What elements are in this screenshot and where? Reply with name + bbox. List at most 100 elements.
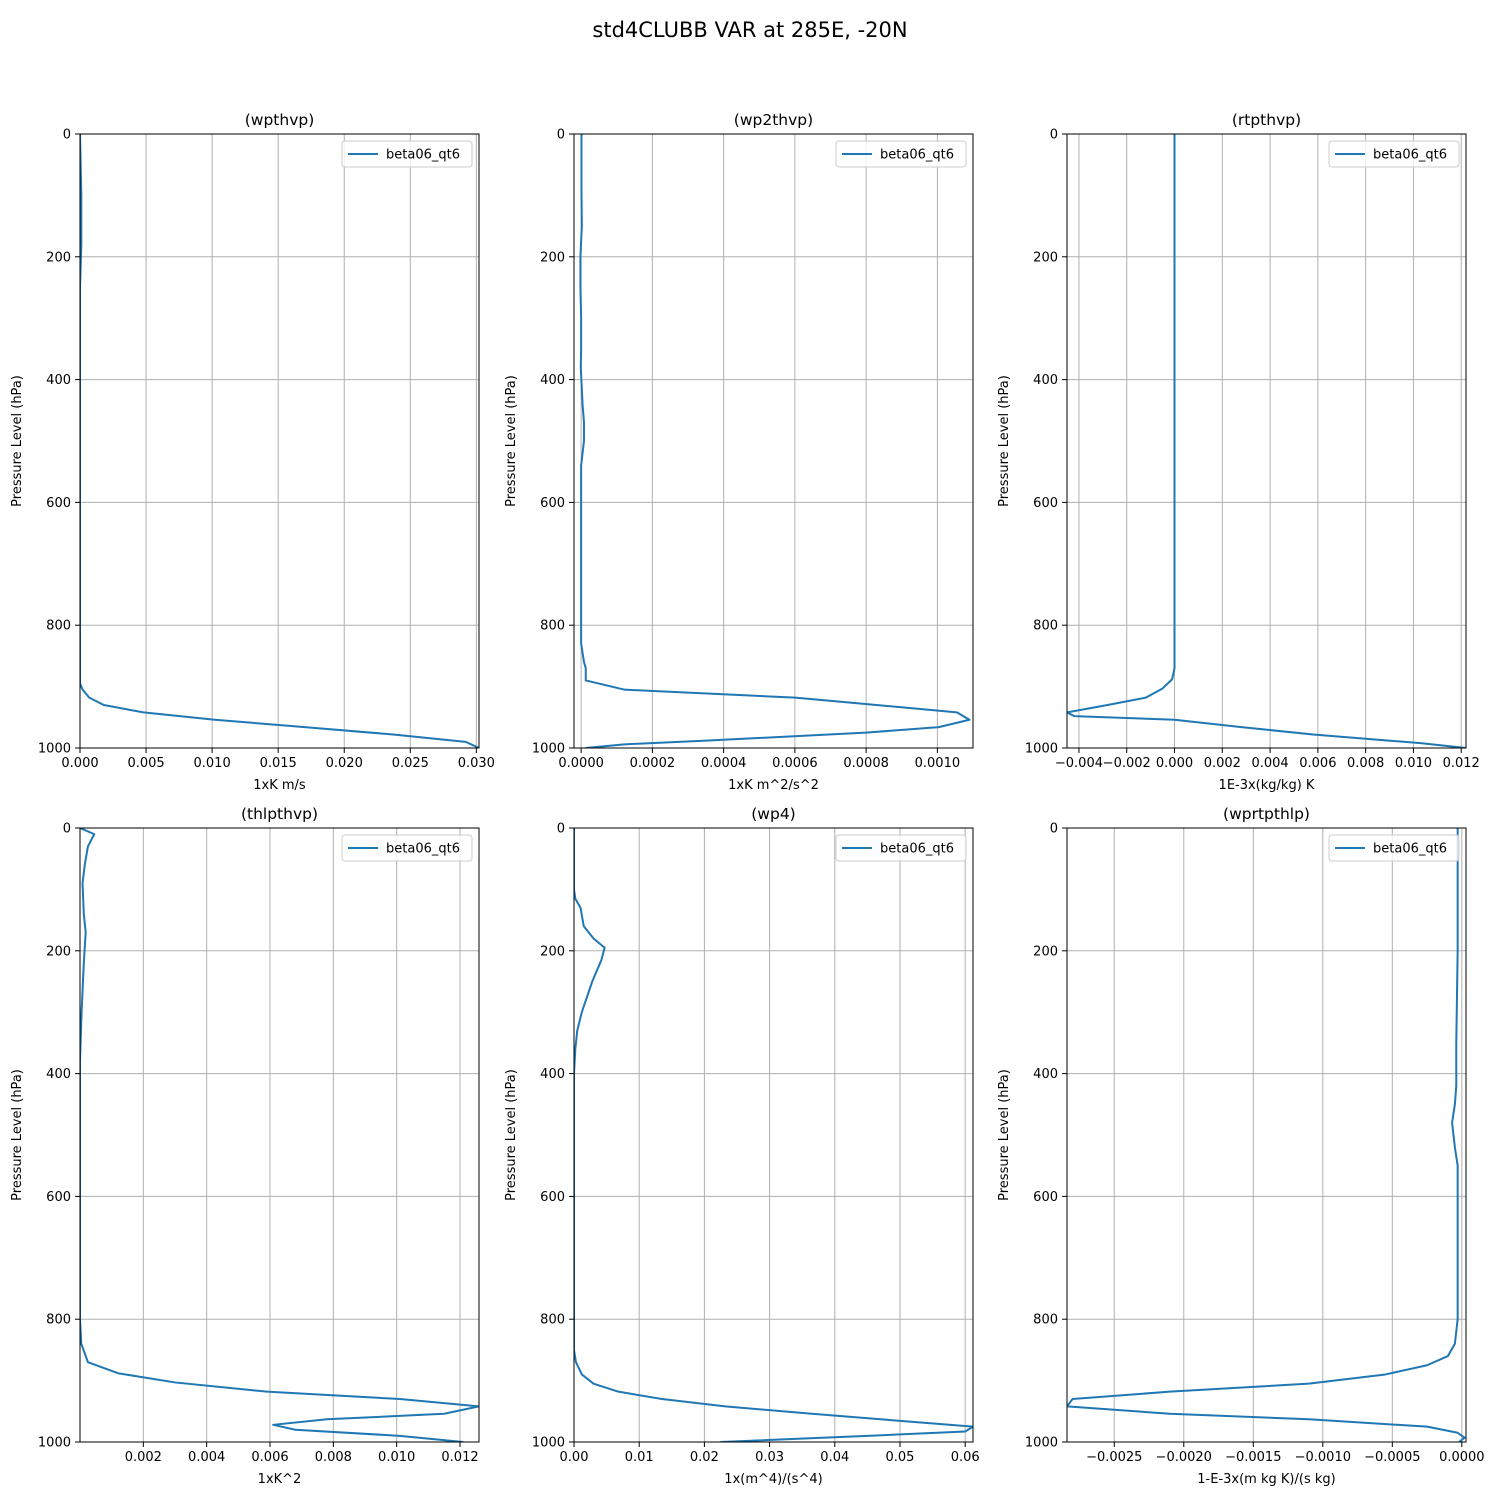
y-tick-label: 1000: [38, 742, 71, 757]
series-line: [80, 828, 479, 1442]
y-tick-label: 800: [46, 619, 71, 634]
x-tick-label: −0.002: [1103, 756, 1151, 771]
series-line: [1067, 828, 1466, 1442]
x-tick-label: 0.03: [755, 1450, 784, 1465]
legend-box: [1328, 140, 1460, 168]
x-tick-label: 0.006: [1299, 756, 1336, 771]
y-tick-label: 200: [46, 250, 71, 265]
figure-suptitle: std4CLUBB VAR at 285E, -20N: [592, 18, 907, 42]
x-tick-label: 0.02: [690, 1450, 719, 1465]
x-axis: 0.00 0.01 0.02 0.03 0.04 0.05 0.06: [560, 1442, 980, 1465]
x-axis: 0.000 0.005 0.010 0.015 0.020 0.025 0.030: [61, 748, 495, 771]
x-tick-label: 0.020: [326, 756, 363, 771]
y-axis-label: Pressure Level (hPa): [10, 375, 25, 507]
y-tick-label: 200: [1033, 944, 1058, 959]
legend: beta06_qt6: [341, 834, 473, 862]
subplot-title: (wpthvp): [245, 111, 315, 129]
series-line: [80, 134, 479, 748]
y-tick-label: 800: [1033, 1313, 1058, 1328]
x-tick-label: 0.0002: [630, 756, 676, 771]
x-tick-label: 0.0010: [915, 756, 961, 771]
legend-label: beta06_qt6: [880, 842, 954, 857]
axes-frame: [79, 133, 480, 749]
y-tick-label: 0: [557, 128, 565, 143]
legend-label: beta06_qt6: [1373, 842, 1447, 857]
y-tick-label: 600: [46, 1190, 71, 1205]
x-tick-label: 0.010: [378, 1450, 415, 1465]
series-line: [579, 134, 971, 748]
x-tick-label: 0.005: [127, 756, 164, 771]
y-axis-label: Pressure Level (hPa): [504, 1069, 519, 1201]
legend-label: beta06_qt6: [880, 148, 954, 163]
x-axis-label: 1-E-3x(m kg K)/(s kg): [1197, 1472, 1335, 1487]
y-tick-label: 600: [540, 496, 565, 511]
y-tick-label: 600: [540, 1190, 565, 1205]
y-tick-label: 200: [540, 944, 565, 959]
y-tick-label: 1000: [532, 1436, 565, 1451]
x-axis-label: 1xK^2: [258, 1472, 302, 1487]
y-tick-label: 400: [540, 373, 565, 388]
y-axis: 0 200 400 600 800 1000: [532, 128, 574, 757]
x-tick-label: −0.0010: [1295, 1450, 1351, 1465]
subplot-grid: 0.000 0.005 0.010 0.015 0.020 0.025 0.03002004…: [10, 111, 1485, 1487]
x-tick-label: 0.030: [458, 756, 495, 771]
y-tick-label: 0: [1050, 128, 1058, 143]
x-tick-label: 0.0004: [701, 756, 747, 771]
subplot-4: 0.002 0.004 0.006 0.008 0.010 0.012 0 200 400 600…: [10, 805, 480, 1487]
x-tick-label: 0.010: [194, 756, 231, 771]
x-tick-label: −0.0005: [1364, 1450, 1420, 1465]
legend-box: [1328, 834, 1460, 862]
x-tick-label: 0.012: [1443, 756, 1480, 771]
x-axis: −0.004 −0.002 0.000 0.002 0.004 0.006 0.008 0.0…: [1055, 748, 1480, 771]
subplot-3: −0.004 −0.002 0.000 0.002 0.004 0.006 0.008 0.0…: [997, 111, 1480, 793]
y-axis: 0 200 400 600 800 1000: [38, 128, 80, 757]
y-tick-label: 0: [63, 822, 71, 837]
x-tick-label: 0.0000: [558, 756, 604, 771]
y-axis: 0 200 400 600 800 1000: [1025, 822, 1067, 1451]
x-tick-label: 0.015: [260, 756, 297, 771]
y-tick-label: 200: [46, 944, 71, 959]
legend-box: [835, 834, 967, 862]
y-tick-label: 1000: [1025, 1436, 1058, 1451]
subplot-title: (rtpthvp): [1232, 111, 1301, 129]
x-tick-label: 0.04: [820, 1450, 849, 1465]
legend: beta06_qt6: [1328, 140, 1460, 168]
legend-label: beta06_qt6: [386, 148, 460, 163]
subplot-5: 0.00 0.01 0.02 0.03 0.04 0.05 0.06 0 200 400 600 80…: [504, 805, 980, 1487]
axes-frame: [79, 827, 480, 1443]
x-tick-label: −0.004: [1055, 756, 1103, 771]
legend: beta06_qt6: [835, 834, 967, 862]
y-axis: 0 200 400 600 800 1000: [38, 822, 80, 1451]
y-axis: 0 200 400 600 800 1000: [1025, 128, 1067, 757]
subplot-title: (thlpthvp): [241, 805, 318, 823]
x-axis-label: 1xK m^2/s^2: [728, 778, 819, 793]
x-axis-label: 1x(m^4)/(s^4): [724, 1472, 822, 1487]
y-tick-label: 400: [1033, 1067, 1058, 1082]
y-axis-label: Pressure Level (hPa): [997, 375, 1012, 507]
x-tick-label: 0.00: [560, 1450, 589, 1465]
y-tick-label: 800: [1033, 619, 1058, 634]
y-axis-label: Pressure Level (hPa): [10, 1069, 25, 1201]
axes-frame: [1066, 133, 1467, 749]
y-tick-label: 200: [540, 250, 565, 265]
subplot-1: 0.000 0.005 0.010 0.015 0.020 0.025 0.030 0 200 4…: [10, 111, 495, 793]
x-tick-label: 0.000: [1156, 756, 1193, 771]
y-tick-label: 400: [46, 1067, 71, 1082]
y-tick-label: 600: [1033, 496, 1058, 511]
x-tick-label: −0.0020: [1156, 1450, 1212, 1465]
y-tick-label: 600: [46, 496, 71, 511]
legend-box: [835, 140, 967, 168]
x-tick-label: 0.000: [61, 756, 98, 771]
legend-label: beta06_qt6: [386, 842, 460, 857]
x-axis: 0.002 0.004 0.006 0.008 0.010 0.012: [125, 1442, 479, 1465]
legend: beta06_qt6: [835, 140, 967, 168]
y-tick-label: 1000: [532, 742, 565, 757]
y-axis-label: Pressure Level (hPa): [997, 1069, 1012, 1201]
x-tick-label: 0.004: [188, 1450, 225, 1465]
y-tick-label: 400: [46, 373, 71, 388]
y-tick-label: 800: [540, 619, 565, 634]
legend-label: beta06_qt6: [1373, 148, 1447, 163]
x-axis-label: 1xK m/s: [253, 778, 306, 793]
x-tick-label: 0.002: [125, 1450, 162, 1465]
